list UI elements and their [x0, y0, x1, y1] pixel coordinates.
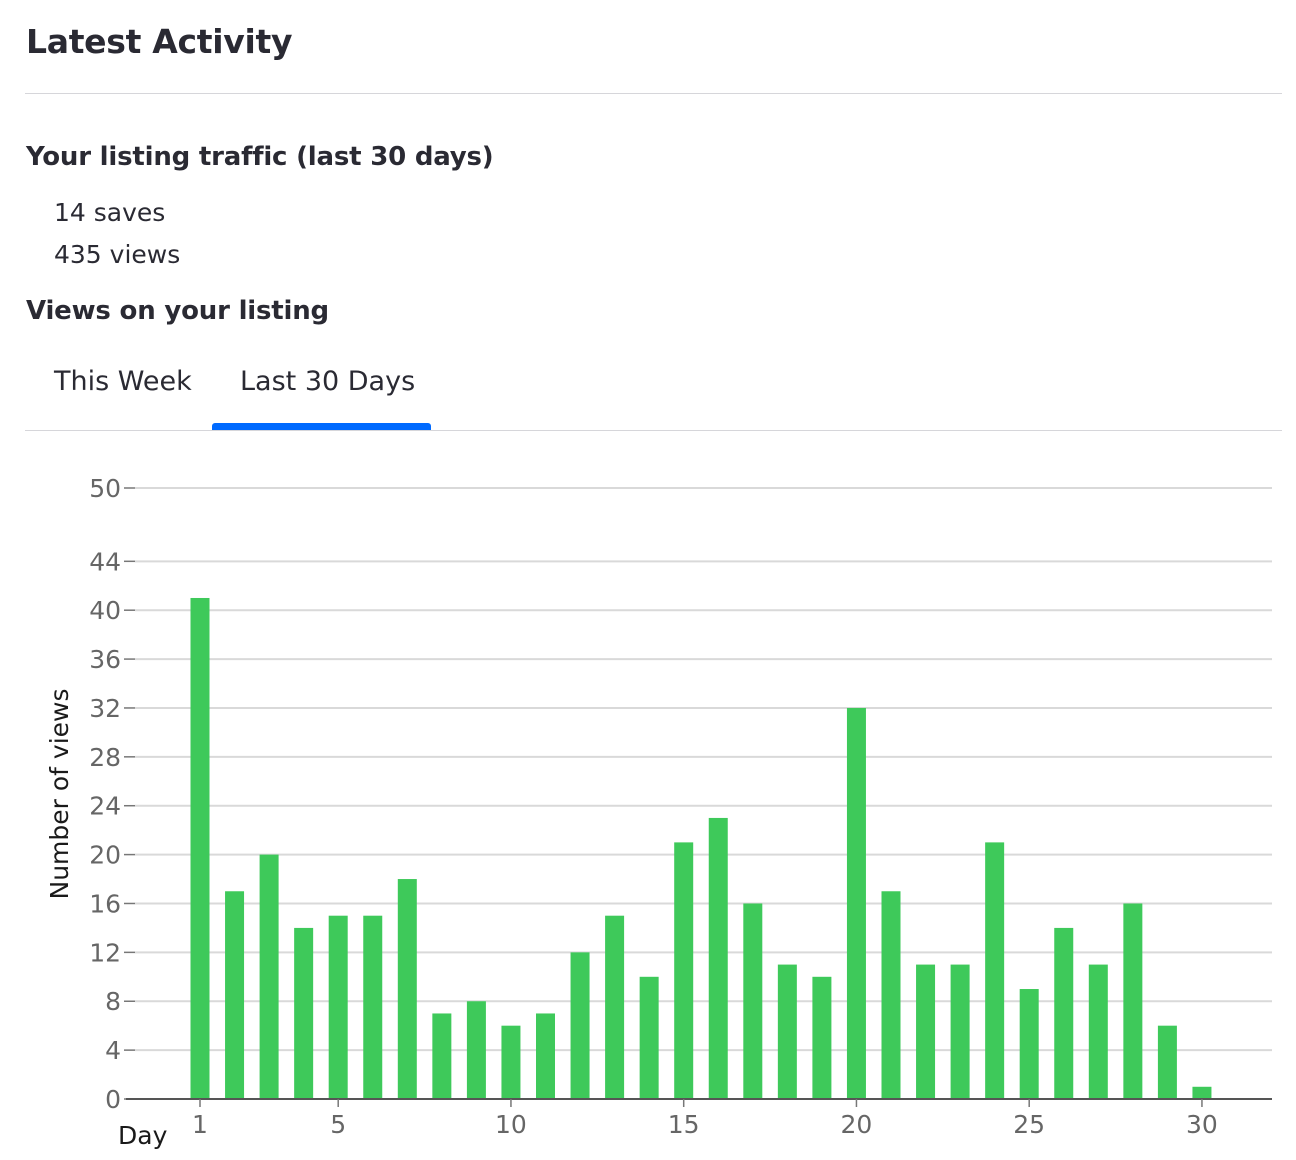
bar-day-9: [466, 1001, 486, 1099]
y-tick-label: 8: [105, 987, 121, 1016]
bar-day-7: [397, 879, 417, 1099]
bar-day-17: [743, 903, 763, 1099]
traffic-heading: Your listing traffic (last 30 days): [26, 142, 494, 172]
x-tick-label: 25: [1013, 1110, 1045, 1139]
bar-day-12: [570, 952, 590, 1099]
bar-day-20: [846, 707, 866, 1099]
x-tick-label: 5: [330, 1110, 346, 1139]
bar-day-30: [1192, 1086, 1212, 1099]
bar-day-18: [777, 964, 797, 1099]
bar-day-21: [881, 891, 901, 1099]
bar-day-14: [639, 976, 659, 1099]
bar-day-6: [363, 915, 383, 1099]
bar-day-3: [259, 854, 279, 1099]
bars: [190, 597, 1212, 1099]
y-tick-label: 16: [89, 889, 121, 918]
y-tick-label: 12: [89, 938, 121, 967]
tab-this-week[interactable]: This Week: [54, 362, 192, 430]
active-tab-indicator: [212, 423, 431, 430]
bar-day-27: [1088, 964, 1108, 1099]
y-tick-label: 24: [89, 792, 121, 821]
bar-day-8: [432, 1013, 452, 1099]
bar-day-11: [536, 1013, 555, 1099]
bar-day-25: [1019, 989, 1039, 1099]
y-tick-label: 50: [89, 474, 121, 503]
bar-day-29: [1157, 1025, 1177, 1099]
y-tick-label: 0: [105, 1085, 121, 1114]
bar-day-15: [674, 842, 694, 1099]
saves-count: 14 saves: [54, 198, 166, 227]
page-title: Latest Activity: [26, 22, 293, 61]
bar-day-10: [501, 1025, 521, 1099]
bar-day-13: [605, 915, 625, 1099]
y-tick-label: 40: [89, 596, 121, 625]
y-tick-label: 44: [89, 547, 121, 576]
bar-day-16: [708, 817, 728, 1099]
tab-last-30-days-label: Last 30 Days: [240, 366, 416, 397]
x-tick-label: 15: [668, 1110, 700, 1139]
x-tick-label: 10: [495, 1110, 527, 1139]
tabs-divider: [25, 430, 1282, 431]
bar-day-26: [1054, 927, 1074, 1099]
x-tick-label: 20: [841, 1110, 873, 1139]
tab-last-30-days[interactable]: Last 30 Days: [240, 362, 415, 430]
y-axis-label: Number of views: [45, 688, 74, 899]
y-tick-label: 4: [105, 1036, 121, 1065]
bar-day-22: [916, 964, 936, 1099]
bar-day-19: [812, 976, 832, 1099]
bar-day-4: [294, 927, 314, 1099]
y-tick-label: 28: [89, 743, 121, 772]
views-count: 435 views: [54, 240, 181, 269]
bar-day-28: [1123, 903, 1143, 1099]
views-heading: Views on your listing: [26, 296, 329, 326]
x-axis-label: Day: [118, 1121, 168, 1150]
bar-day-5: [328, 915, 348, 1099]
header-divider: [25, 93, 1282, 94]
bar-day-23: [950, 964, 970, 1099]
tab-this-week-label: This Week: [54, 366, 192, 397]
bar-day-2: [225, 891, 245, 1099]
bar-day-1: [190, 597, 210, 1099]
y-tick-label: 20: [89, 841, 121, 870]
x-tick-label: 30: [1186, 1110, 1218, 1139]
bar-day-24: [985, 842, 1005, 1099]
y-tick-label: 36: [89, 645, 121, 674]
grid-lines: [135, 487, 1272, 1052]
x-tick-label: 1: [192, 1110, 208, 1139]
y-tick-label: 32: [89, 694, 121, 723]
